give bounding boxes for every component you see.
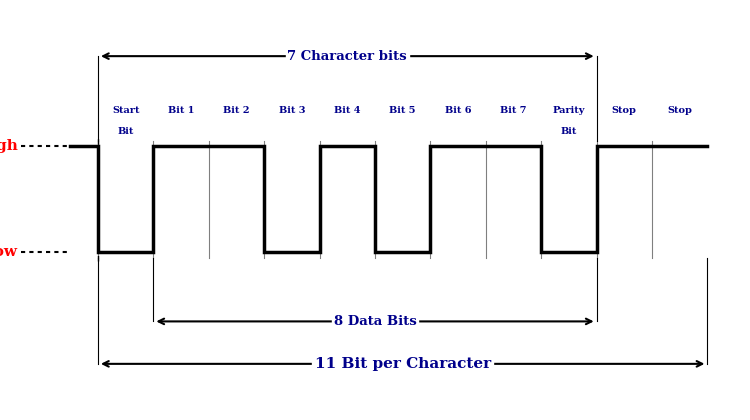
Text: Bit: Bit [561, 127, 577, 136]
Text: Bit: Bit [118, 127, 134, 136]
Text: 8 Data Bits: 8 Data Bits [334, 315, 416, 328]
Text: Bit 2: Bit 2 [224, 105, 250, 115]
Text: Bit 4: Bit 4 [334, 105, 361, 115]
Text: Stop: Stop [612, 105, 637, 115]
Text: 11 Bit per Character: 11 Bit per Character [315, 357, 490, 371]
Text: Bit 5: Bit 5 [389, 105, 416, 115]
Text: Parity: Parity [553, 105, 585, 115]
Text: Bit 3: Bit 3 [279, 105, 305, 115]
Text: Bit 6: Bit 6 [445, 105, 471, 115]
Text: Low: Low [0, 245, 18, 260]
Text: 7 Character bits: 7 Character bits [287, 50, 407, 63]
Text: Start: Start [112, 105, 140, 115]
Text: High: High [0, 139, 18, 153]
Text: Bit 7: Bit 7 [500, 105, 526, 115]
Text: Stop: Stop [668, 105, 692, 115]
Text: Bit 1: Bit 1 [168, 105, 194, 115]
